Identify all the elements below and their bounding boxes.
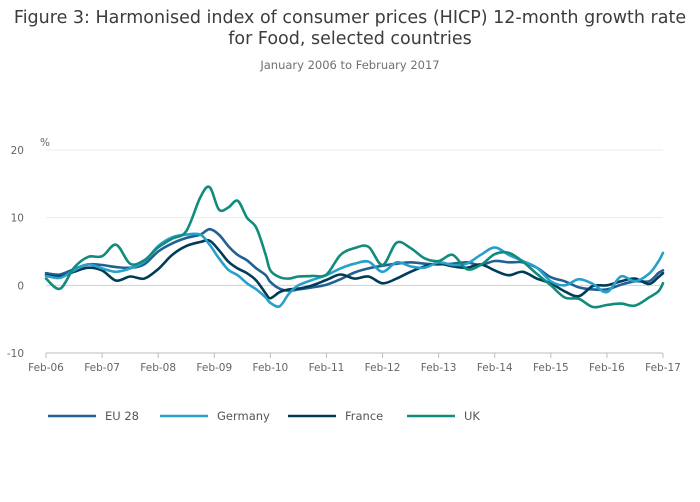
legend-label: EU 28 [105,409,139,423]
y-axis-label: % [40,137,50,149]
x-tick-label: Feb-16 [589,362,625,374]
x-tick-label: Feb-12 [365,362,401,374]
x-tick-label: Feb-13 [421,362,457,374]
x-tick-label: Feb-15 [533,362,569,374]
x-tick-label: Feb-09 [196,362,232,374]
chart-title: Figure 3: Harmonised index of consumer p… [13,8,687,49]
series-line-france [44,238,665,300]
chart-subtitle: January 2006 to February 2017 [260,58,440,72]
y-tick-label: 20 [11,145,24,157]
series-line-uk [44,185,665,309]
y-tick-label: -10 [7,348,24,360]
legend-item-uk[interactable]: UK [407,409,480,423]
x-tick-label: Feb-08 [140,362,176,374]
x-tick-label: Feb-07 [84,362,120,374]
legend-label: Germany [217,409,270,423]
grid-lines [46,149,663,354]
series-line-germany [44,232,665,308]
x-tick-label: Feb-10 [252,362,288,374]
legend-item-eu-28[interactable]: EU 28 [48,409,139,423]
legend: EU 28 Germany France UK [48,409,480,423]
x-tick-label: Feb-06 [28,362,64,374]
legend-item-germany[interactable]: Germany [160,409,270,423]
y-tick-label: 10 [11,213,24,225]
y-axis: 20 10 0 -10 [7,145,24,360]
legend-label: France [345,409,383,423]
y-tick-label: 0 [17,280,24,292]
x-tick-label: Feb-17 [645,362,681,374]
series-lines [44,185,665,309]
x-tick-label: Feb-14 [477,362,513,374]
x-tick-label: Feb-11 [309,362,345,374]
legend-item-france[interactable]: France [288,409,383,423]
series-line-eu-28 [44,227,665,293]
legend-label: UK [464,409,480,423]
x-axis: Feb-06 Feb-07 Feb-08 Feb-09 Feb-10 Feb-11 Feb-… [28,352,681,374]
